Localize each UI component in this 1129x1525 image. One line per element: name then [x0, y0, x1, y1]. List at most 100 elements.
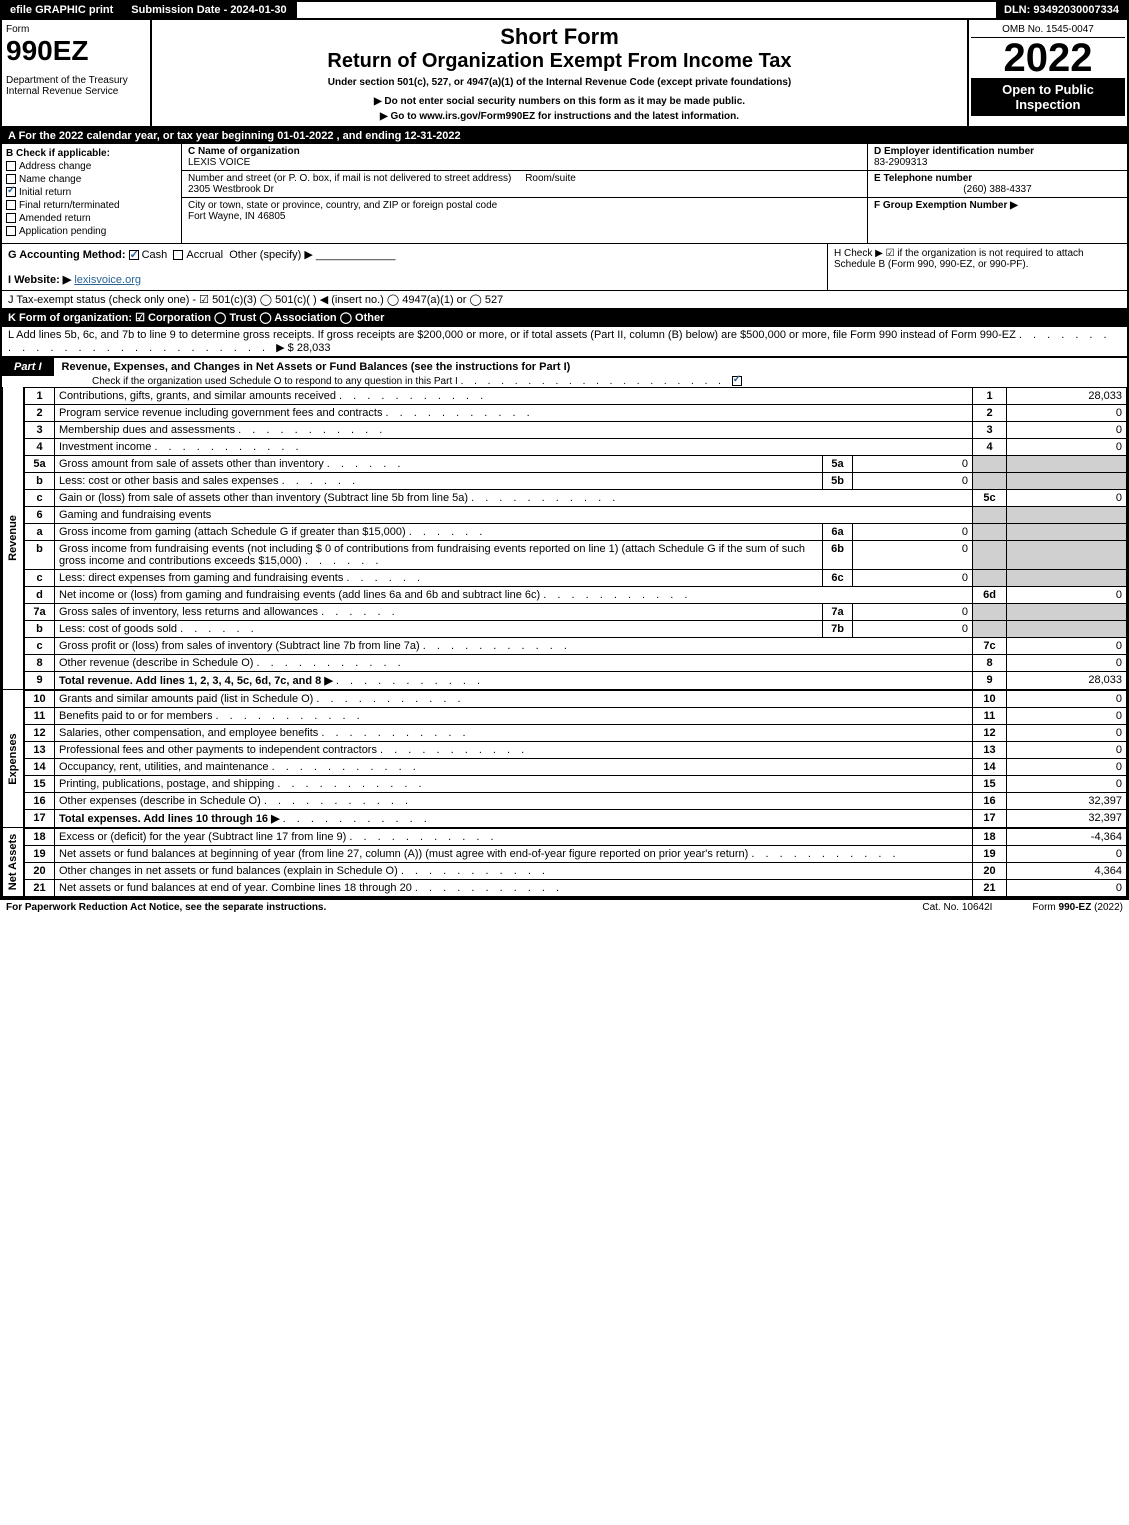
part1-header: Part I Revenue, Expenses, and Changes in…	[2, 358, 1127, 376]
line-number: 12	[25, 725, 55, 742]
line-desc: Other expenses (describe in Schedule O) …	[55, 793, 973, 810]
line-desc: Net assets or fund balances at end of ye…	[55, 880, 973, 897]
line-desc: Less: direct expenses from gaming and fu…	[55, 570, 823, 587]
right-line-number: 14	[973, 759, 1007, 776]
return-title: Return of Organization Exempt From Incom…	[156, 50, 963, 73]
under-section: Under section 501(c), 527, or 4947(a)(1)…	[156, 77, 963, 88]
line-desc: Membership dues and assessments . . . . …	[55, 422, 973, 439]
right-line-number: 3	[973, 422, 1007, 439]
line-row: 7aGross sales of inventory, less returns…	[25, 604, 1127, 621]
schedule-o-checkbox[interactable]	[732, 376, 742, 386]
line-number: b	[25, 473, 55, 490]
line-row: cGain or (loss) from sale of assets othe…	[25, 490, 1127, 507]
line-number: 18	[25, 829, 55, 846]
b-checkbox-item[interactable]: Amended return	[6, 213, 177, 224]
org-city: Fort Wayne, IN 46805	[188, 211, 285, 222]
checkbox-icon[interactable]	[6, 187, 16, 197]
line-desc: Salaries, other compensation, and employ…	[55, 725, 973, 742]
line-number: 4	[25, 439, 55, 456]
b-checkbox-item[interactable]: Application pending	[6, 226, 177, 237]
right-line-number: 15	[973, 776, 1007, 793]
sub-line-amount: 0	[853, 541, 973, 570]
line-amount: 0	[1007, 439, 1127, 456]
b-checkbox-item[interactable]: Initial return	[6, 187, 177, 198]
checkbox-icon[interactable]	[6, 200, 16, 210]
right-line-number: 1	[973, 388, 1007, 405]
line-number: d	[25, 587, 55, 604]
dln: DLN: 93492030007334	[996, 2, 1127, 18]
line-desc: Contributions, gifts, grants, and simila…	[55, 388, 973, 405]
line-number: c	[25, 490, 55, 507]
sub-line-amount: 0	[853, 570, 973, 587]
sub-line-amount: 0	[853, 473, 973, 490]
line-row: 10Grants and similar amounts paid (list …	[25, 691, 1127, 708]
website-link[interactable]: lexisvoice.org	[74, 274, 141, 286]
revenue-table: 1Contributions, gifts, grants, and simil…	[24, 387, 1127, 690]
right-line-number: 17	[973, 810, 1007, 828]
b-checkbox-item[interactable]: Final return/terminated	[6, 200, 177, 211]
accrual-checkbox[interactable]	[173, 250, 183, 260]
sub-line-amount: 0	[853, 524, 973, 541]
right-line-number: 6d	[973, 587, 1007, 604]
go-to-link: ▶ Go to www.irs.gov/Form990EZ for instru…	[156, 111, 963, 122]
right-line-number: 9	[973, 672, 1007, 690]
b-checkbox-item[interactable]: Address change	[6, 161, 177, 172]
line-desc: Less: cost of goods sold . . . . . .	[55, 621, 823, 638]
line-amount: 0	[1007, 725, 1127, 742]
form-header: Form 990EZ Department of the Treasury In…	[0, 20, 1129, 128]
sub-line-label: 5b	[823, 473, 853, 490]
right-line-number: 13	[973, 742, 1007, 759]
line-amount: 0	[1007, 691, 1127, 708]
line-row: 20Other changes in net assets or fund ba…	[25, 863, 1127, 880]
gh-block: G Accounting Method: Cash Accrual Other …	[2, 243, 1127, 290]
efile-label[interactable]: efile GRAPHIC print	[2, 2, 123, 18]
line-amount: 0	[1007, 490, 1127, 507]
line-row: 21Net assets or fund balances at end of …	[25, 880, 1127, 897]
cash-checkbox[interactable]	[129, 250, 139, 260]
right-line-number: 19	[973, 846, 1007, 863]
line-desc: Gross income from gaming (attach Schedul…	[55, 524, 823, 541]
line-amount: 0	[1007, 587, 1127, 604]
line-row: 6Gaming and fundraising events	[25, 507, 1127, 524]
netassets-side-label: Net Assets	[2, 828, 24, 897]
line-row: 8Other revenue (describe in Schedule O) …	[25, 655, 1127, 672]
line-row: 12Salaries, other compensation, and empl…	[25, 725, 1127, 742]
line-amount: 0	[1007, 759, 1127, 776]
line-row: bLess: cost or other basis and sales exp…	[25, 473, 1127, 490]
part1-section: Part I Revenue, Expenses, and Changes in…	[0, 358, 1129, 899]
line-number: 9	[25, 672, 55, 690]
line-amount: 0	[1007, 655, 1127, 672]
line-row: 14Occupancy, rent, utilities, and mainte…	[25, 759, 1127, 776]
line-desc: Professional fees and other payments to …	[55, 742, 973, 759]
right-line-number: 18	[973, 829, 1007, 846]
checkbox-icon[interactable]	[6, 161, 16, 171]
line-row: 16Other expenses (describe in Schedule O…	[25, 793, 1127, 810]
line-number: 13	[25, 742, 55, 759]
right-line-number: 16	[973, 793, 1007, 810]
line-amount: 28,033	[1007, 672, 1127, 690]
netassets-table: 18Excess or (deficit) for the year (Subt…	[24, 828, 1127, 897]
checkbox-icon[interactable]	[6, 174, 16, 184]
footer-left: For Paperwork Reduction Act Notice, see …	[6, 902, 882, 913]
tax-year: 2022	[971, 38, 1125, 78]
sub-line-label: 6b	[823, 541, 853, 570]
part1-tab: Part I	[2, 358, 54, 376]
phone: (260) 388-4337	[874, 184, 1121, 195]
b-header: B Check if applicable:	[6, 148, 177, 159]
d-group-label: F Group Exemption Number ▶	[874, 200, 1018, 211]
line-number: 14	[25, 759, 55, 776]
sub-line-amount: 0	[853, 621, 973, 638]
org-street: 2305 Westbrook Dr	[188, 184, 274, 195]
line-desc: Less: cost or other basis and sales expe…	[55, 473, 823, 490]
line-row: bLess: cost of goods sold . . . . . .7b0	[25, 621, 1127, 638]
k-line: K Form of organization: ☑ Corporation ◯ …	[2, 308, 1127, 326]
checkbox-icon[interactable]	[6, 226, 16, 236]
c-column: C Name of organization LEXIS VOICE Numbe…	[182, 144, 867, 243]
line-row: 13Professional fees and other payments t…	[25, 742, 1127, 759]
b-checkbox-item[interactable]: Name change	[6, 174, 177, 185]
checkbox-icon[interactable]	[6, 213, 16, 223]
line-number: c	[25, 638, 55, 655]
line-desc: Grants and similar amounts paid (list in…	[55, 691, 973, 708]
sub-line-label: 7a	[823, 604, 853, 621]
line-number: 15	[25, 776, 55, 793]
